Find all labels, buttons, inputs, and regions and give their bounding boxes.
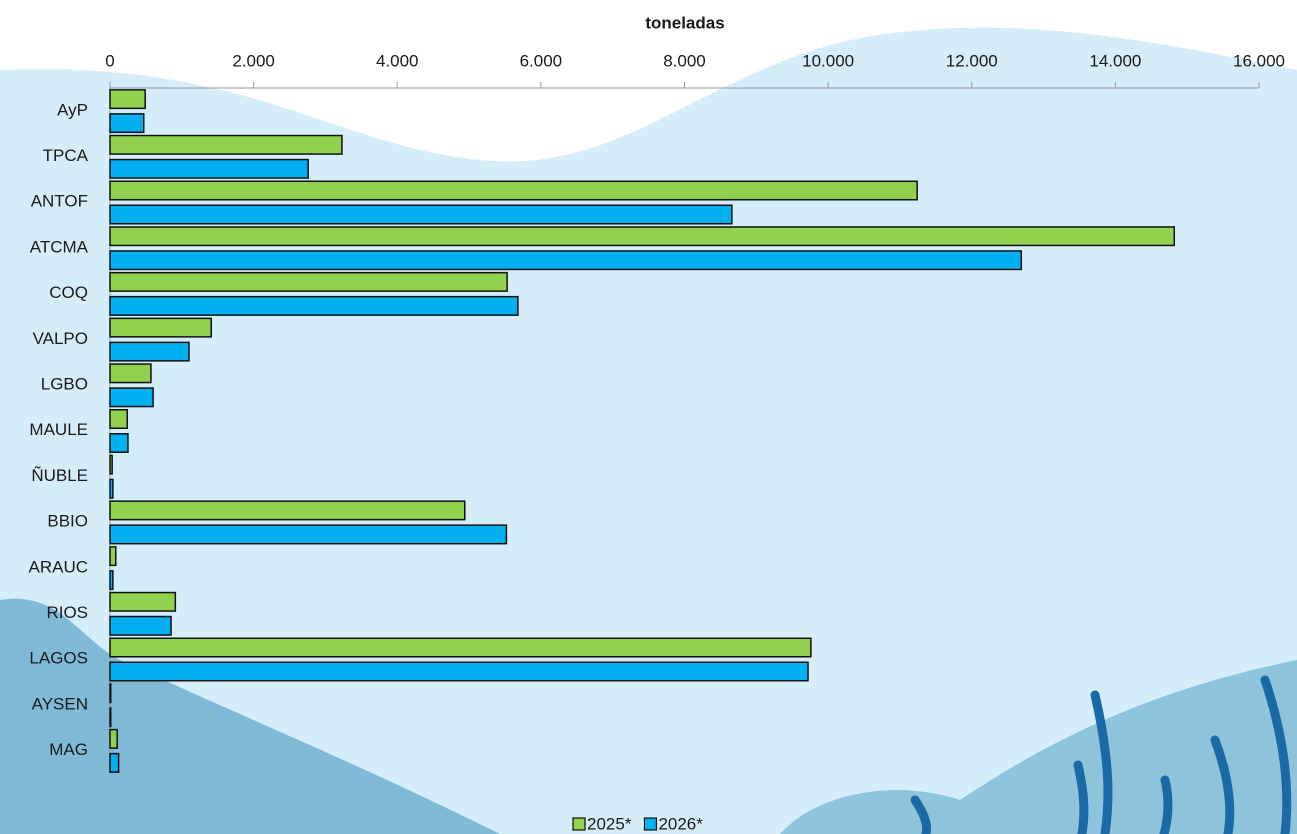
bar (109, 570, 114, 591)
bar (109, 707, 112, 728)
y-tick-label: TPCA (43, 146, 89, 165)
x-tick-label: 4.000 (376, 51, 419, 70)
y-tick-label: MAG (49, 740, 88, 759)
bar (109, 295, 519, 316)
bar (109, 363, 152, 384)
bar (109, 387, 154, 408)
y-tick-label: COQ (49, 283, 88, 302)
y-tick-label: ARAUC (28, 557, 88, 576)
x-tick-label: 8.000 (663, 51, 706, 70)
bar (109, 409, 128, 429)
bar (109, 546, 117, 567)
x-tick-label: 12.000 (946, 51, 998, 70)
bar (109, 250, 1023, 271)
y-tick-label: MAULE (29, 420, 88, 439)
bar (109, 433, 129, 453)
y-tick-label: LAGOS (29, 649, 88, 668)
bar (109, 752, 120, 773)
y-tick-label: ANTOF (31, 192, 88, 211)
x-tick-label: 10.000 (802, 51, 854, 70)
bar (109, 500, 466, 521)
bar (109, 615, 172, 636)
y-tick-label: ATCMA (30, 237, 89, 256)
y-tick-label: RIOS (46, 603, 88, 622)
bar (109, 637, 812, 658)
y-tick-label: LGBO (41, 375, 88, 394)
x-tick-label: 0 (105, 51, 114, 70)
y-tick-label: AyP (57, 100, 88, 119)
bar (109, 728, 118, 749)
bar (109, 341, 190, 362)
legend-label: 2026* (658, 814, 703, 833)
bar (109, 226, 1176, 247)
bar (109, 454, 113, 475)
bar (109, 661, 809, 682)
bar (109, 113, 145, 134)
legend-swatch (643, 817, 658, 831)
x-tick-label: 14.000 (1089, 51, 1141, 70)
y-tick-label: ÑUBLE (31, 466, 88, 485)
bar (109, 204, 733, 225)
bar (109, 591, 177, 612)
y-tick-label: AYSEN (32, 694, 88, 713)
bar (109, 271, 508, 292)
bar (109, 524, 508, 545)
bar (109, 317, 213, 338)
x-tick-label: 2.000 (232, 51, 275, 70)
bar (109, 683, 112, 704)
bar (109, 134, 343, 155)
x-tick-label: 16.000 (1233, 51, 1285, 70)
y-tick-label: VALPO (33, 329, 88, 348)
y-tick-label: BBIO (47, 512, 88, 531)
bar (109, 478, 114, 499)
axis-title: toneladas (645, 13, 724, 32)
bar (109, 158, 309, 179)
bar (109, 180, 918, 201)
legend-label: 2025* (587, 814, 632, 833)
x-tick-label: 6.000 (520, 51, 563, 70)
legend-swatch (572, 817, 586, 831)
bar (109, 89, 146, 110)
